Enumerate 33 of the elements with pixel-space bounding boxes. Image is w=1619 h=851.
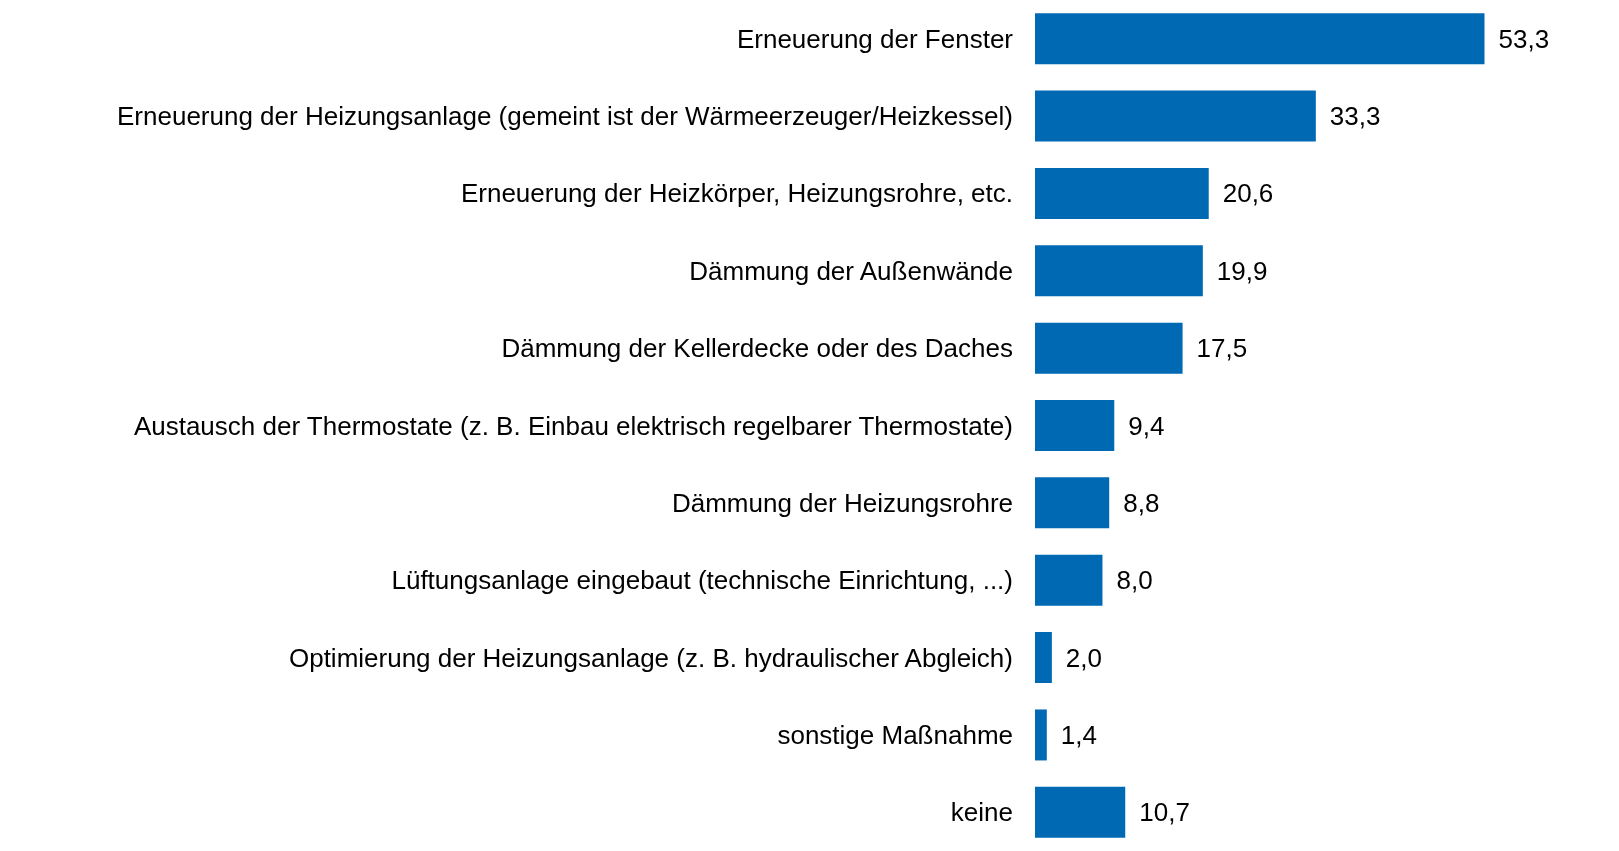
data-label: 19,9 [1216, 255, 1268, 286]
bar [1035, 90, 1316, 142]
y-tick-label: Erneuerung der Fenster [736, 23, 1014, 54]
data-label: 9,4 [1128, 410, 1165, 441]
bar [1035, 322, 1183, 374]
bar [1035, 709, 1047, 761]
bar [1035, 167, 1209, 219]
data-label: 10,7 [1139, 797, 1190, 828]
y-tick-label: Austausch der Thermostate (z. B. Einbau elektrisch regelbarer Thermostate) [133, 410, 1013, 441]
y-tick-label: Dämmung der Kellerdecke oder des Daches [501, 333, 1013, 364]
y-tick-label: Lüftungsanlage eingebaut (technische Einrichtung, ...) [391, 565, 1013, 596]
bar [1035, 400, 1115, 451]
data-label: 8,8 [1123, 487, 1160, 518]
bar [1035, 13, 1485, 65]
bar [1035, 245, 1203, 297]
bar [1035, 786, 1126, 838]
data-label: 17,5 [1196, 333, 1248, 364]
bar [1035, 632, 1052, 684]
y-tick-label: Optimierung der Heizungsanlage (z. B. hydraulischer Abgleich) [288, 642, 1013, 673]
data-label: 1,4 [1060, 719, 1097, 750]
data-label: 53,3 [1498, 23, 1550, 54]
data-label: 8,0 [1116, 565, 1153, 596]
y-tick-label: Erneuerung der Heizungsanlage (gemeint ist der Wärmeerzeuger/Heizkessel) [117, 101, 1013, 132]
y-tick-label: sonstige Maßnahme [777, 719, 1013, 750]
bar [1035, 554, 1103, 606]
y-tick-label: Dämmung der Außenwände [689, 255, 1013, 286]
data-label: 2,0 [1065, 642, 1103, 673]
y-tick-label: Dämmung der Heizungsrohre [671, 487, 1013, 518]
y-tick-label: Erneuerung der Heizkörper, Heizungsrohre, etc. [460, 178, 1013, 209]
data-label: 20,6 [1222, 178, 1274, 209]
bar [1035, 477, 1110, 529]
data-label: 33,3 [1329, 101, 1381, 132]
y-tick-label: keine [950, 797, 1013, 828]
